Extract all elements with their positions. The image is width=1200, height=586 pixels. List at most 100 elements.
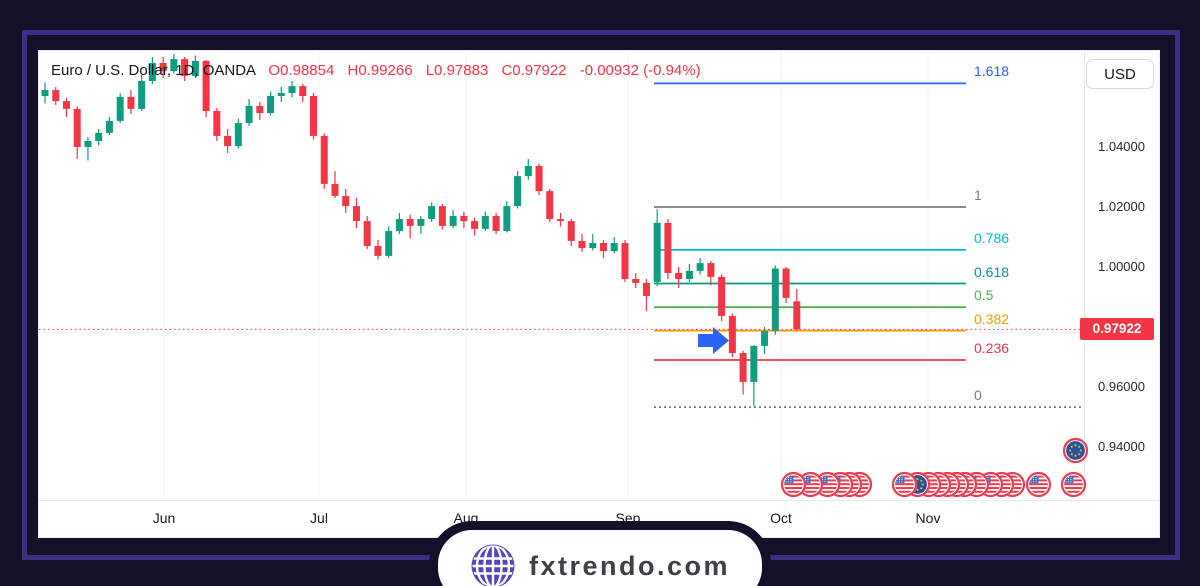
price-tick-label: 0.94000 bbox=[1098, 439, 1145, 454]
candle-body bbox=[567, 221, 575, 241]
candle-body bbox=[610, 243, 618, 252]
candle-body bbox=[320, 135, 328, 184]
candle-body bbox=[481, 216, 489, 229]
candle-body bbox=[288, 86, 296, 93]
month-label-Jun: Jun bbox=[152, 510, 176, 526]
month-label-Jul: Jul bbox=[310, 510, 328, 526]
candle-body bbox=[524, 165, 532, 177]
candle-body bbox=[406, 219, 414, 226]
eu-flag-event-icon[interactable] bbox=[1062, 437, 1089, 464]
candle-body bbox=[310, 96, 317, 136]
candle-body bbox=[535, 165, 543, 192]
candle-body bbox=[642, 282, 650, 297]
candle-body bbox=[170, 59, 178, 72]
candlestick-plot[interactable] bbox=[39, 51, 1159, 537]
candle-body bbox=[449, 216, 457, 226]
candle-body bbox=[578, 240, 586, 249]
price-tick-label: 1.04000 bbox=[1098, 139, 1145, 154]
candle-body bbox=[116, 96, 124, 121]
candle-body bbox=[492, 216, 500, 231]
candle-body bbox=[664, 222, 672, 273]
currency-button[interactable]: USD bbox=[1086, 59, 1154, 89]
candle-body bbox=[267, 96, 275, 114]
annotation-arrow-right[interactable] bbox=[698, 327, 729, 354]
candle-body bbox=[202, 60, 210, 111]
candle-body bbox=[750, 345, 758, 382]
fib-label-0: 0 bbox=[974, 387, 982, 404]
us-flag-event-icon[interactable] bbox=[1025, 471, 1052, 498]
candle-body bbox=[224, 135, 232, 147]
fib-label-0.618: 0.618 bbox=[974, 263, 1010, 280]
candle-body bbox=[374, 246, 382, 256]
candle-body bbox=[771, 268, 779, 331]
candle-body bbox=[148, 63, 156, 81]
fib-label-1.618: 1.618 bbox=[974, 63, 1010, 80]
month-label-Sep: Sep bbox=[615, 510, 641, 526]
month-label-Nov: Nov bbox=[915, 510, 941, 526]
candle-body bbox=[599, 243, 607, 252]
candle-body bbox=[191, 60, 199, 76]
candle-body bbox=[159, 63, 167, 72]
candle-body bbox=[234, 123, 242, 147]
candle-body bbox=[503, 206, 511, 231]
candle-body bbox=[138, 81, 146, 109]
candle-body bbox=[385, 231, 393, 256]
candle-body bbox=[696, 263, 704, 271]
candle-body bbox=[245, 105, 253, 123]
time-axis-separator bbox=[39, 500, 1159, 501]
candle-body bbox=[352, 206, 360, 222]
candle-body bbox=[342, 195, 350, 207]
us-flag-event-icon[interactable] bbox=[891, 471, 918, 498]
candle-body bbox=[181, 59, 189, 76]
candle-body bbox=[793, 301, 801, 330]
month-label-Aug: Aug bbox=[453, 510, 479, 526]
candle-body bbox=[52, 90, 60, 102]
candle-body bbox=[514, 176, 522, 207]
candle-body bbox=[728, 315, 736, 354]
candle-body bbox=[331, 183, 339, 196]
candle-body bbox=[589, 243, 597, 249]
fib-label-1: 1 bbox=[974, 187, 982, 203]
globe-icon bbox=[471, 544, 515, 586]
candle-body bbox=[73, 108, 81, 147]
candle-body bbox=[213, 111, 221, 136]
candle-body bbox=[761, 330, 769, 346]
candle-body bbox=[707, 263, 715, 277]
candle-body bbox=[363, 221, 371, 246]
candle-body bbox=[127, 96, 135, 109]
watermark-text: fxtrendo.com bbox=[528, 550, 731, 581]
candle-body bbox=[438, 206, 446, 226]
price-axis-separator bbox=[1084, 51, 1085, 500]
candle-body bbox=[84, 141, 92, 147]
candle-body bbox=[782, 268, 790, 298]
candle-body bbox=[105, 120, 113, 133]
fib-label-0.786: 0.786 bbox=[974, 229, 1010, 246]
candle-body bbox=[62, 101, 70, 109]
month-label-Oct: Oct bbox=[770, 510, 792, 526]
price-tick-label: 0.96000 bbox=[1098, 379, 1145, 394]
us-flag-event-icon[interactable] bbox=[1060, 471, 1087, 498]
fib-label-0.5: 0.5 bbox=[974, 287, 994, 304]
candle-body bbox=[41, 90, 49, 96]
candle-body bbox=[685, 270, 693, 279]
candle-body bbox=[718, 276, 726, 316]
candle-body bbox=[739, 353, 747, 382]
candle-body bbox=[277, 93, 285, 96]
candle-body bbox=[621, 243, 629, 279]
candle-body bbox=[95, 132, 103, 141]
candle-body bbox=[428, 206, 436, 219]
fib-label-0.236: 0.236 bbox=[974, 340, 1010, 356]
candle-body bbox=[471, 221, 479, 229]
watermark-badge: fxtrendo.com bbox=[438, 530, 762, 586]
last-price-badge: 0.97922 bbox=[1080, 318, 1154, 341]
candle-body bbox=[460, 216, 468, 222]
us-flag-event-icon[interactable] bbox=[780, 471, 807, 498]
candle-body bbox=[632, 279, 640, 283]
chart-panel: Euro / U.S. Dollar, 1D, OANDA O0.98854 H… bbox=[38, 50, 1160, 538]
fib-label-0.382: 0.382 bbox=[974, 310, 1010, 327]
candle-body bbox=[417, 219, 425, 226]
candle-body bbox=[299, 86, 307, 96]
candle-body bbox=[256, 105, 264, 114]
candle-body bbox=[395, 219, 403, 231]
